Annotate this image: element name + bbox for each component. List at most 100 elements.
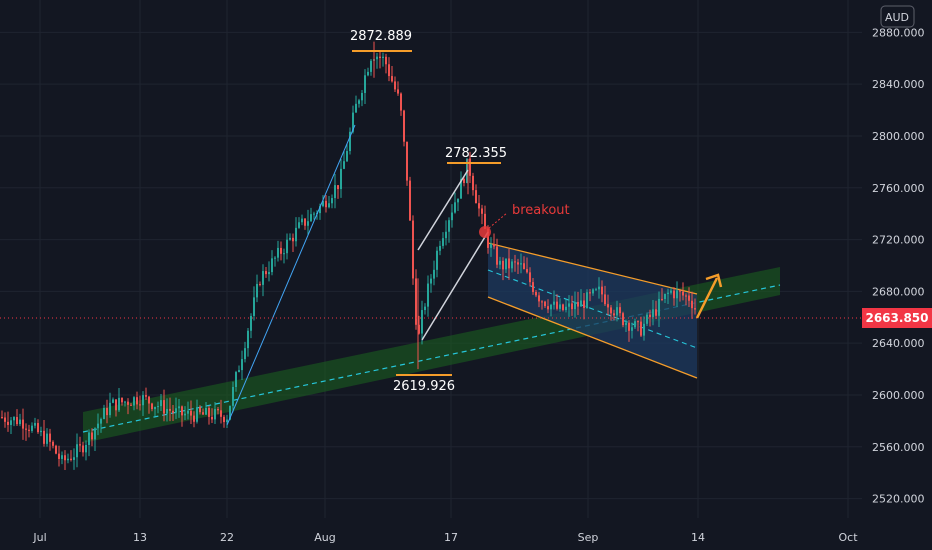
candle-body bbox=[148, 396, 150, 404]
candle-body bbox=[115, 399, 117, 411]
candle-body bbox=[526, 269, 528, 273]
candle-body bbox=[382, 56, 384, 58]
candle-body bbox=[85, 444, 87, 453]
candle-body bbox=[616, 307, 618, 316]
candle-body bbox=[22, 419, 24, 429]
candle-body bbox=[28, 429, 30, 431]
candle-body bbox=[340, 168, 342, 190]
candle-body bbox=[688, 295, 690, 301]
candle-body bbox=[64, 455, 66, 461]
candle-body bbox=[379, 56, 381, 58]
candle-body bbox=[37, 423, 39, 433]
current-price-tag bbox=[862, 308, 932, 328]
candle-body bbox=[481, 208, 483, 214]
candle-body bbox=[25, 428, 27, 430]
candle-body bbox=[181, 406, 183, 416]
candle-body bbox=[640, 321, 642, 336]
candle-body bbox=[301, 218, 303, 223]
candle-body bbox=[637, 321, 639, 323]
candle-body bbox=[79, 444, 81, 446]
candle-body bbox=[490, 243, 492, 248]
candle-body bbox=[331, 198, 333, 204]
candle-body bbox=[568, 303, 570, 307]
candle-body bbox=[220, 410, 222, 417]
candle-body bbox=[124, 401, 126, 403]
candle-body bbox=[676, 290, 678, 299]
candle-body bbox=[208, 407, 210, 417]
candle-body bbox=[151, 403, 153, 410]
candle-body bbox=[169, 408, 171, 411]
candle-body bbox=[73, 457, 75, 460]
candle-body bbox=[415, 278, 417, 325]
candle-body bbox=[217, 409, 219, 411]
candle-body bbox=[118, 397, 120, 411]
candle-body bbox=[1, 416, 3, 418]
time-tick-label: 14 bbox=[691, 531, 705, 544]
candle-body bbox=[178, 406, 180, 409]
candle-body bbox=[556, 301, 558, 309]
candle-body bbox=[424, 306, 426, 311]
candle-body bbox=[349, 131, 351, 152]
candle-body bbox=[532, 282, 534, 292]
candle-body bbox=[289, 237, 291, 240]
candle-body bbox=[589, 292, 591, 294]
price-tick-label: 2720.000 bbox=[872, 234, 925, 247]
candle-body bbox=[685, 295, 687, 297]
candle-body bbox=[538, 295, 540, 302]
candle-body bbox=[442, 238, 444, 246]
candle-body bbox=[268, 272, 270, 275]
price-axis[interactable]: 2880.000 2840.000 2800.000 2760.000 2720.000… bbox=[872, 26, 925, 505]
time-axis[interactable]: Jul 13 22 Aug 17 Sep 14 Oct bbox=[32, 531, 858, 544]
candle-body bbox=[271, 258, 273, 273]
candle-body bbox=[418, 324, 420, 334]
candles bbox=[1, 41, 696, 470]
candle-body bbox=[628, 322, 630, 331]
candle-body bbox=[517, 262, 519, 265]
candle-body bbox=[76, 444, 78, 458]
candle-body bbox=[130, 404, 132, 406]
candle-body bbox=[565, 306, 567, 311]
candle-body bbox=[610, 307, 612, 314]
candle-body bbox=[31, 425, 33, 431]
candle-body bbox=[652, 309, 654, 318]
time-tick-label: 13 bbox=[133, 531, 147, 544]
candle-body bbox=[184, 413, 186, 416]
candle-body bbox=[649, 314, 651, 318]
candle-body bbox=[463, 178, 465, 183]
candle-body bbox=[667, 292, 669, 294]
candle-body bbox=[631, 327, 633, 331]
candle-body bbox=[586, 292, 588, 309]
candle-body bbox=[61, 455, 63, 459]
price-tick-label: 2840.000 bbox=[872, 78, 925, 91]
candle-body bbox=[100, 419, 102, 424]
projection-arrowhead bbox=[705, 273, 723, 288]
candle-body bbox=[235, 372, 237, 387]
candle-body bbox=[250, 315, 252, 331]
candle-body bbox=[421, 310, 423, 334]
candle-body bbox=[202, 412, 204, 415]
candle-body bbox=[475, 190, 477, 204]
candle-body bbox=[256, 283, 258, 298]
candle-body bbox=[391, 76, 393, 82]
descending-channel bbox=[488, 243, 697, 378]
candle-body bbox=[433, 269, 435, 279]
candle-body bbox=[94, 428, 96, 440]
candle-body bbox=[232, 386, 234, 406]
candle-body bbox=[49, 433, 51, 442]
currency-badge[interactable] bbox=[880, 5, 915, 28]
candle-body bbox=[136, 397, 138, 405]
projection-arrow bbox=[695, 277, 719, 319]
candle-body bbox=[103, 407, 105, 420]
candle-body bbox=[595, 289, 597, 291]
candle-body bbox=[370, 60, 372, 72]
candle-body bbox=[229, 405, 231, 420]
candle-body bbox=[403, 110, 405, 142]
candle-body bbox=[682, 291, 684, 296]
candle-body bbox=[430, 278, 432, 284]
price-tick-label: 2560.000 bbox=[872, 441, 925, 454]
candle-body bbox=[43, 430, 45, 444]
candle-body bbox=[145, 395, 147, 397]
low-label: 2619.926 bbox=[393, 379, 455, 394]
candle-body bbox=[544, 301, 546, 307]
